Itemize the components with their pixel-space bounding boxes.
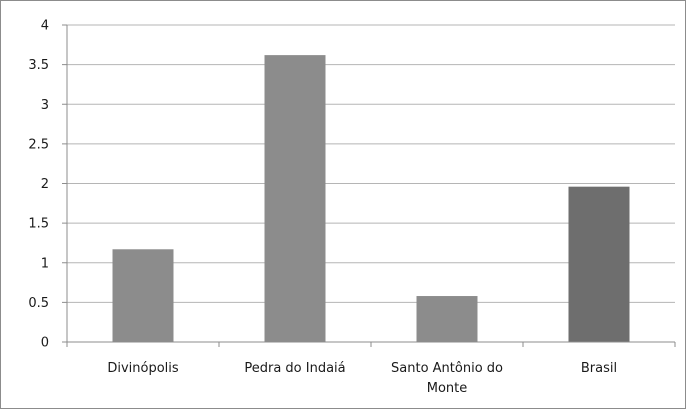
x-category-label: Santo Antônio do Monte (391, 361, 503, 396)
x-category-label: Divinópolis (107, 361, 179, 376)
bars (112, 55, 630, 343)
y-tick-label: 3.5 (28, 58, 49, 73)
y-tick-label: 2 (41, 177, 49, 192)
x-category-label-line: Monte (427, 381, 468, 396)
x-category-label-line: Santo Antônio do (391, 361, 503, 376)
bar (264, 55, 326, 343)
y-tick-label: 0 (41, 336, 49, 351)
x-category-label-line: Divinópolis (107, 361, 179, 376)
y-tick-label: 0.5 (28, 296, 49, 311)
bar (568, 186, 630, 342)
x-category-label-line: Pedra do Indaiá (244, 361, 345, 376)
y-tick-label: 1 (41, 256, 49, 271)
x-category-label: Brasil (581, 361, 617, 376)
axes (62, 24, 676, 347)
y-tick-label: 2.5 (28, 137, 49, 152)
x-category-label-line: Brasil (581, 361, 617, 376)
bar (416, 296, 478, 342)
x-category-label: Pedra do Indaiá (244, 361, 345, 376)
y-tick-label: 3 (41, 98, 49, 113)
y-tick-label: 1.5 (28, 217, 49, 232)
labels: 0 0.5 1 1.5 2 2.5 3 3.5 4 Divinópolis Pedra do Ind… (28, 19, 617, 397)
bar (112, 249, 174, 342)
y-tick-label: 4 (41, 19, 49, 34)
